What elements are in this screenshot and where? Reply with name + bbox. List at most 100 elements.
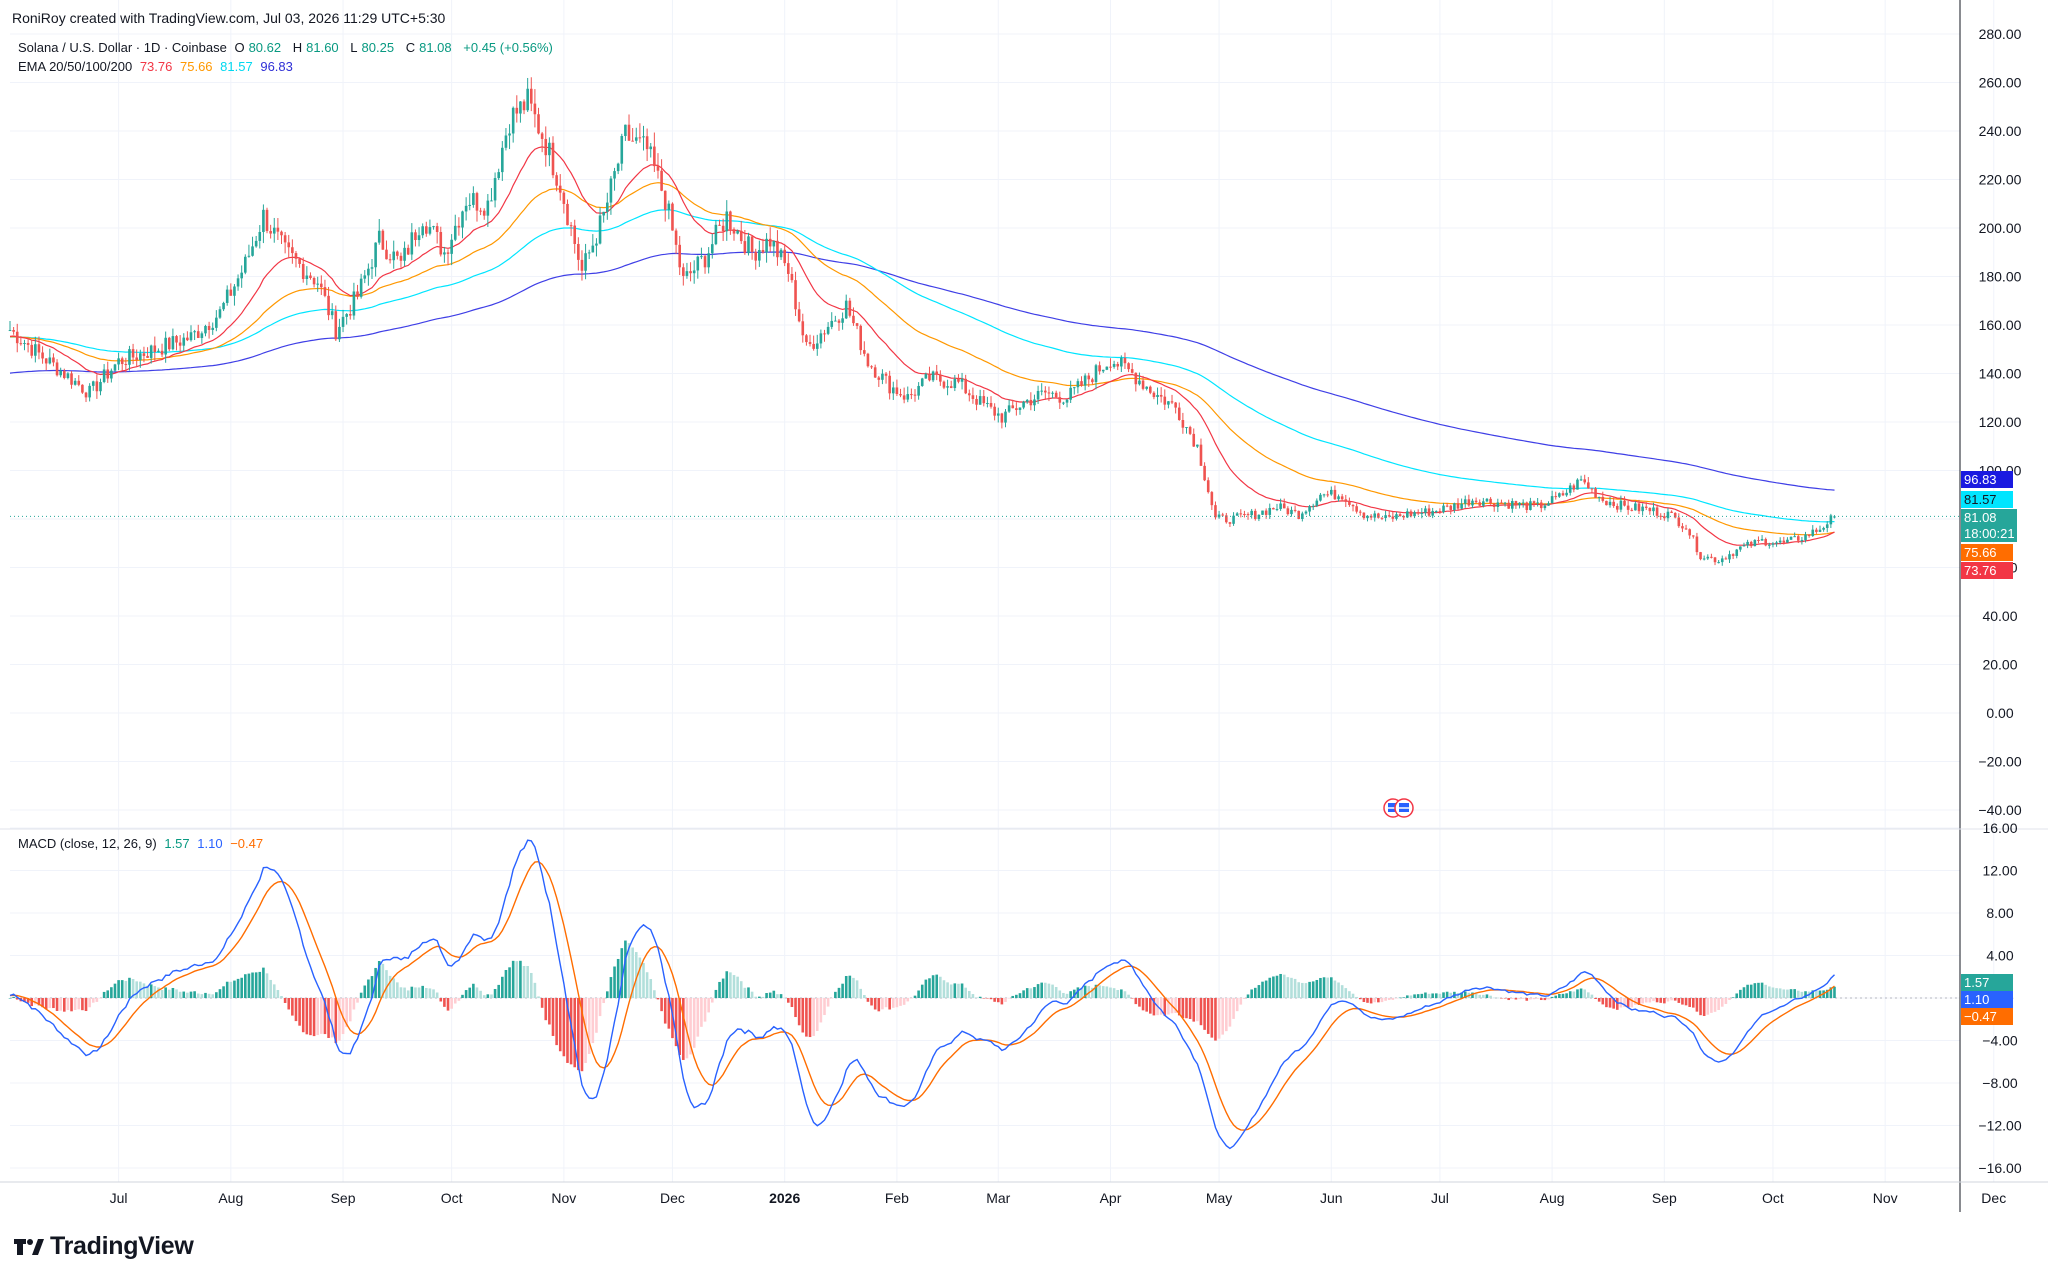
candle-body bbox=[1159, 394, 1163, 397]
candle bbox=[920, 377, 924, 387]
economic-event-icon[interactable] bbox=[1394, 798, 1414, 818]
candle-body bbox=[1094, 365, 1098, 383]
candle-body bbox=[1033, 399, 1036, 406]
candle-body bbox=[1330, 489, 1333, 495]
candle-body bbox=[1221, 514, 1224, 516]
macd-histogram-bar bbox=[1833, 986, 1836, 998]
candle-body bbox=[1098, 365, 1101, 372]
symbol-legend[interactable]: Solana / U.S. Dollar · 1D · Coinbase O 80… bbox=[18, 40, 557, 55]
macd-histogram-bar bbox=[1196, 998, 1199, 1022]
candle-body bbox=[1297, 510, 1301, 519]
candle bbox=[1243, 510, 1246, 518]
event-markers[interactable] bbox=[1383, 798, 1414, 818]
candle-body bbox=[660, 170, 663, 191]
tradingview-logo[interactable]: TradingView bbox=[14, 1232, 194, 1261]
candle-body bbox=[815, 343, 819, 349]
macd-histogram-bar bbox=[1811, 990, 1815, 998]
candle-body bbox=[606, 202, 609, 212]
candle-body bbox=[1438, 510, 1442, 513]
candle bbox=[1174, 401, 1177, 414]
candle bbox=[1677, 513, 1681, 528]
price-tick-label: −40.00 bbox=[1978, 802, 2021, 818]
candle-body bbox=[240, 272, 243, 279]
macd-histogram-bar bbox=[1083, 985, 1087, 998]
candle-body bbox=[598, 215, 602, 244]
candle-body bbox=[472, 193, 475, 205]
macd-histogram-bar bbox=[1514, 998, 1518, 1000]
macd-histogram-bar bbox=[377, 961, 381, 998]
candle bbox=[1576, 478, 1579, 490]
candle-body bbox=[1250, 510, 1253, 516]
candle-body bbox=[1825, 524, 1829, 528]
candle bbox=[334, 305, 338, 342]
candle bbox=[410, 223, 414, 261]
candle-body bbox=[986, 403, 989, 405]
macd-histogram-bar bbox=[1272, 976, 1275, 998]
candle bbox=[352, 282, 356, 320]
ohlc-low: L 80.25 bbox=[350, 40, 398, 55]
candle-body bbox=[558, 185, 562, 193]
candle-body bbox=[830, 320, 834, 327]
candle bbox=[396, 250, 399, 260]
candle-body bbox=[1091, 379, 1094, 383]
candle-body bbox=[1315, 500, 1319, 506]
candle-body bbox=[106, 369, 110, 379]
candle-body bbox=[91, 381, 95, 386]
candle-body bbox=[674, 230, 678, 245]
ema100-value: 81.57 bbox=[220, 59, 253, 74]
candle-body bbox=[396, 251, 399, 256]
candle-body bbox=[1576, 479, 1579, 490]
candle bbox=[251, 236, 254, 257]
macd-histogram-bar bbox=[844, 975, 848, 998]
candle-body bbox=[482, 210, 486, 216]
candle bbox=[504, 128, 508, 151]
candle bbox=[548, 137, 551, 167]
candle bbox=[913, 389, 917, 402]
candle bbox=[917, 382, 920, 400]
macd-legend[interactable]: MACD (close, 12, 26, 9) 1.57 1.10 −0.47 bbox=[18, 836, 267, 851]
macd-histogram-bar bbox=[128, 977, 131, 998]
candle-body bbox=[1170, 401, 1174, 403]
ema20-price-tag: 73.76 bbox=[1961, 562, 2013, 579]
macd-histogram-bar bbox=[1431, 993, 1434, 998]
candle-body bbox=[110, 370, 113, 379]
candle bbox=[801, 313, 805, 343]
candle bbox=[819, 329, 823, 349]
macd-histogram-bar bbox=[902, 998, 906, 1005]
candle-body bbox=[1149, 386, 1152, 393]
candle bbox=[204, 324, 207, 337]
macd-histogram-bar bbox=[392, 978, 396, 998]
ema-legend[interactable]: EMA 20/50/100/200 73.76 75.66 81.57 96.8… bbox=[18, 59, 297, 74]
candle bbox=[482, 208, 486, 220]
candle bbox=[443, 246, 446, 263]
candle-body bbox=[272, 227, 276, 234]
candle bbox=[291, 239, 294, 264]
candle bbox=[1098, 361, 1101, 375]
candle-body bbox=[377, 230, 381, 243]
candle-body bbox=[435, 226, 439, 233]
macd-histogram-bar bbox=[1188, 998, 1192, 1019]
candle bbox=[135, 349, 138, 367]
price-tick-label: 20.00 bbox=[1982, 657, 2017, 673]
macd-histogram-bar bbox=[685, 998, 689, 1059]
macd-histogram-bar bbox=[939, 976, 942, 998]
macd-histogram-bar bbox=[1011, 995, 1015, 998]
candle bbox=[1489, 497, 1492, 505]
macd-hist-value: 1.57 bbox=[164, 836, 190, 851]
candle bbox=[225, 285, 229, 306]
candle-body bbox=[1615, 505, 1619, 510]
candle-body bbox=[834, 320, 837, 322]
candle-body bbox=[689, 271, 692, 274]
candle-body bbox=[1022, 401, 1025, 408]
candle bbox=[272, 217, 276, 243]
macd-histogram-bar bbox=[1025, 988, 1029, 998]
candle bbox=[631, 128, 634, 142]
macd-histogram-bar bbox=[276, 990, 280, 998]
time-tick-label: Oct bbox=[1762, 1190, 1784, 1206]
candle-body bbox=[453, 225, 457, 240]
candle-body bbox=[960, 378, 964, 382]
candle bbox=[761, 238, 765, 254]
candle bbox=[1728, 550, 1731, 564]
macd-histogram-bar bbox=[1579, 988, 1583, 998]
